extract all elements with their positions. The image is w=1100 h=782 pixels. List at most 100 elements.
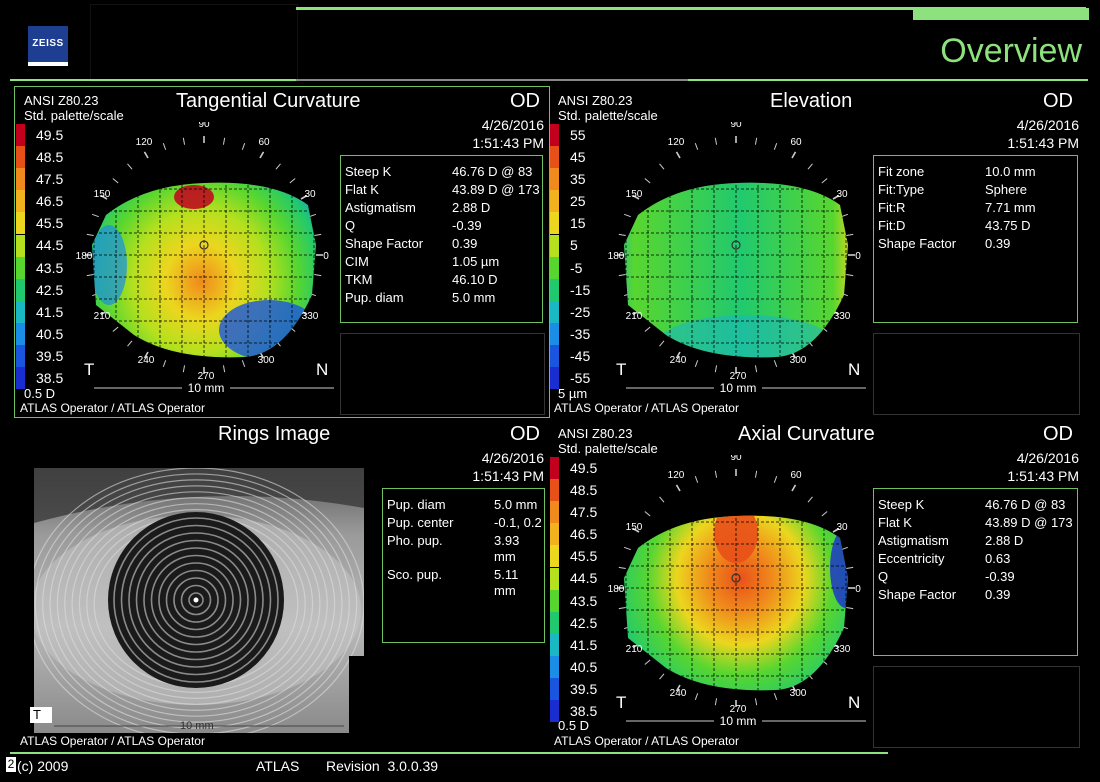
angle-label: 60 <box>790 137 802 148</box>
info-row: Pup. diam 5.0 mm <box>343 290 540 306</box>
axial-scale-unit: 0.5 D <box>558 718 590 733</box>
axis-tick <box>659 496 665 503</box>
placido-ring <box>64 497 328 711</box>
scale-swatch <box>550 212 559 235</box>
scale-swatch <box>550 124 559 147</box>
scale-swatch <box>550 611 559 634</box>
axial-map[interactable]: 90 120 60 150 30 180 0 210 330 240 300 270 T N 10 mm <box>608 455 873 730</box>
scale-swatch <box>16 146 25 169</box>
axis-tick <box>841 546 848 551</box>
axial-operator: ATLAS Operator / ATLAS Operator <box>554 734 739 748</box>
angle-label: 180 <box>608 251 625 262</box>
axis-tick <box>832 527 840 533</box>
axis-tick <box>86 233 94 237</box>
placido-ring <box>78 509 314 699</box>
center-marker-icon <box>199 240 209 250</box>
axis-tick <box>773 143 778 150</box>
scale-swatch <box>550 678 559 701</box>
axis-tick <box>618 566 626 570</box>
angle-label: 0 <box>855 584 861 595</box>
info-key: TKM <box>345 272 373 287</box>
axial-scale-palette: Std. palette/scale <box>558 441 658 456</box>
axis-tick <box>275 163 281 170</box>
info-value: -0.39 <box>452 218 482 233</box>
axis-tick <box>644 511 651 517</box>
scale-label: 38.5 <box>36 370 64 387</box>
pupil-center-icon <box>193 597 199 603</box>
info-row: TKM 46.10 D <box>343 272 540 288</box>
info-key: Steep K <box>345 164 392 179</box>
info-row: Fit zone 10.0 mm <box>876 164 1036 180</box>
scale-swatch <box>550 345 559 368</box>
elevation-scale-palette: Std. palette/scale <box>558 108 658 123</box>
elevation-map[interactable]: 90 120 60 150 30 180 0 210 330 240 300 270 T N 10 mm <box>608 122 873 397</box>
scale-label: 41.5 <box>570 636 598 653</box>
topography-fill <box>624 515 848 691</box>
axis-tick <box>659 163 665 170</box>
footer-line <box>10 752 888 754</box>
axial-scale-std: ANSI Z80.23 <box>558 426 633 441</box>
info-row: Flat K 43.89 D @ 173 <box>343 182 540 198</box>
info-row: Shape Factor 0.39 <box>876 587 1073 603</box>
scale-label: 48.5 <box>570 482 598 499</box>
axial-time: 1:51:43 PM <box>1007 468 1079 484</box>
info-value: -0.1, 0.2 <box>494 515 542 530</box>
rings-eye: OD <box>510 423 540 445</box>
angle-label: 60 <box>258 137 270 148</box>
scale-label: 44.5 <box>36 237 64 254</box>
axis-tick <box>807 163 813 170</box>
dimension-label: 10 mm <box>188 381 225 395</box>
info-row: Shape Factor 0.39 <box>343 236 540 252</box>
info-row: Sco. pup. 5.11 mm <box>385 567 542 599</box>
tangential-scale-palette: Std. palette/scale <box>24 108 124 123</box>
info-key: Flat K <box>345 182 379 197</box>
rings-image[interactable] <box>34 468 364 733</box>
scale-swatch <box>16 300 25 323</box>
angle-label: 120 <box>136 137 153 148</box>
tangential-map[interactable]: 90 120 60 150 30 180 0 210 330 240 300 270 T N 10 mm <box>76 122 336 397</box>
angle-label: 90 <box>730 455 742 463</box>
info-row: CIM 1.05 µm <box>343 254 540 270</box>
info-value: 0.39 <box>985 587 1011 602</box>
placido-ring <box>42 479 350 729</box>
info-row: Pup. diam 5.0 mm <box>385 497 542 513</box>
axis-tick <box>289 178 296 184</box>
dimension-label: 10 mm <box>720 714 757 728</box>
info-row: Astigmatism 2.88 D <box>876 533 1073 549</box>
nasal-label: N <box>848 693 860 712</box>
dimension-label: 10 mm <box>720 381 757 395</box>
scale-swatch <box>16 212 25 235</box>
tangential-panel[interactable] <box>14 86 550 418</box>
axis-tick <box>832 194 840 200</box>
axis-tick <box>754 470 758 478</box>
placido-ring <box>34 473 358 733</box>
angle-label: 150 <box>626 522 643 533</box>
axis-tick <box>632 527 640 533</box>
info-key: Pup. diam <box>387 497 446 512</box>
scale-swatch <box>550 501 559 524</box>
axis-tick <box>259 151 265 159</box>
center-marker-icon <box>731 240 741 250</box>
scale-swatch <box>16 322 25 345</box>
axis-tick <box>694 476 699 483</box>
axis-tick <box>127 163 133 170</box>
axis-tick <box>182 137 186 145</box>
scale-label: 55 <box>570 127 586 143</box>
elevation-empty-box <box>873 333 1080 415</box>
axis-tick <box>222 365 226 373</box>
placido-ring <box>165 569 227 631</box>
axis-tick <box>821 178 828 184</box>
angle-label: 300 <box>790 688 807 699</box>
rings-operator: ATLAS Operator / ATLAS Operator <box>20 734 205 748</box>
angle-label: 180 <box>608 584 625 595</box>
axial-info-box: Steep K 46.76 D @ 83 Flat K 43.89 D @ 173 As… <box>873 488 1078 656</box>
tangential-title: Tangential Curvature <box>176 90 361 112</box>
elevation-info-box: Fit zone 10.0 mm Fit:Type Sphere Fit:R 7.71 m… <box>873 155 1078 323</box>
angle-label: 30 <box>836 522 848 533</box>
scale-label: 48.5 <box>36 149 64 166</box>
elevation-color-scale: 55 45 35 25 15 5 -5 -15 -25 -35 -45 -55 <box>550 124 610 390</box>
angle-label: 240 <box>670 688 687 699</box>
angle-label: 90 <box>730 122 742 130</box>
scale-label: 47.5 <box>570 504 598 521</box>
axis-tick <box>300 194 308 200</box>
